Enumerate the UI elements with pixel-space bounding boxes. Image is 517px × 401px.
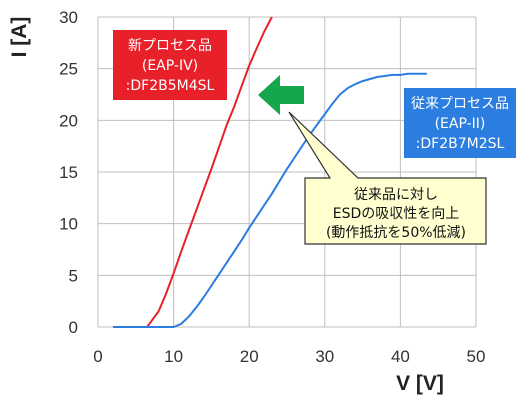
old-process-label-box (404, 88, 516, 158)
old-process-label-line1: 従来プロセス品 (411, 96, 509, 112)
new-process-label-line1: 新プロセス品 (128, 38, 212, 54)
new-process-label: 新プロセス品 (EAP-IV) :DF2B5M4SL (113, 30, 227, 100)
series-line-new-process (113, 16, 273, 328)
y-tick-label: 5 (69, 266, 78, 285)
callout: 従来品に対し ESDの吸収性を向上 (動作抵抗を50%低減) (288, 111, 487, 245)
x-tick-label: 10 (164, 347, 183, 366)
callout-line2: ESDの吸収性を向上 (333, 206, 460, 222)
x-axis-label: V [V] (396, 372, 444, 395)
y-tick-labels: 0 5 10 15 20 25 30 (59, 8, 78, 337)
y-tick-label: 25 (59, 60, 78, 79)
callout-box (288, 111, 487, 245)
old-process-label-line2: (EAP-II) (435, 116, 486, 132)
x-tick-label: 50 (467, 347, 486, 366)
x-tick-label: 40 (391, 347, 410, 366)
x-tick-labels: 0 10 20 30 40 50 (93, 347, 485, 366)
new-process-label-line3: :DF2B5M4SL (126, 78, 215, 94)
left-arrow-icon (258, 75, 304, 115)
y-axis-label: I [A] (8, 17, 31, 58)
old-process-label-line3: :DF2B7M2SL (416, 136, 505, 152)
callout-line3: (動作抵抗を50%低減) (326, 224, 466, 241)
x-tick-label: 0 (93, 347, 102, 366)
series-layer (113, 16, 427, 328)
y-tick-label: 30 (59, 8, 78, 27)
new-process-label-line2: (EAP-IV) (142, 58, 198, 74)
new-process-label-box (113, 30, 227, 100)
y-tick-label: 10 (59, 215, 78, 234)
callout-line1: 従来品に対し (354, 187, 438, 203)
y-tick-label: 15 (59, 163, 78, 182)
series-line-old-process (113, 72, 427, 328)
x-tick-label: 20 (240, 347, 259, 366)
y-tick-label: 0 (69, 318, 78, 337)
y-tick-label: 20 (59, 111, 78, 130)
x-tick-label: 30 (315, 347, 334, 366)
old-process-label: 従来プロセス品 (EAP-II) :DF2B7M2SL (404, 88, 516, 158)
